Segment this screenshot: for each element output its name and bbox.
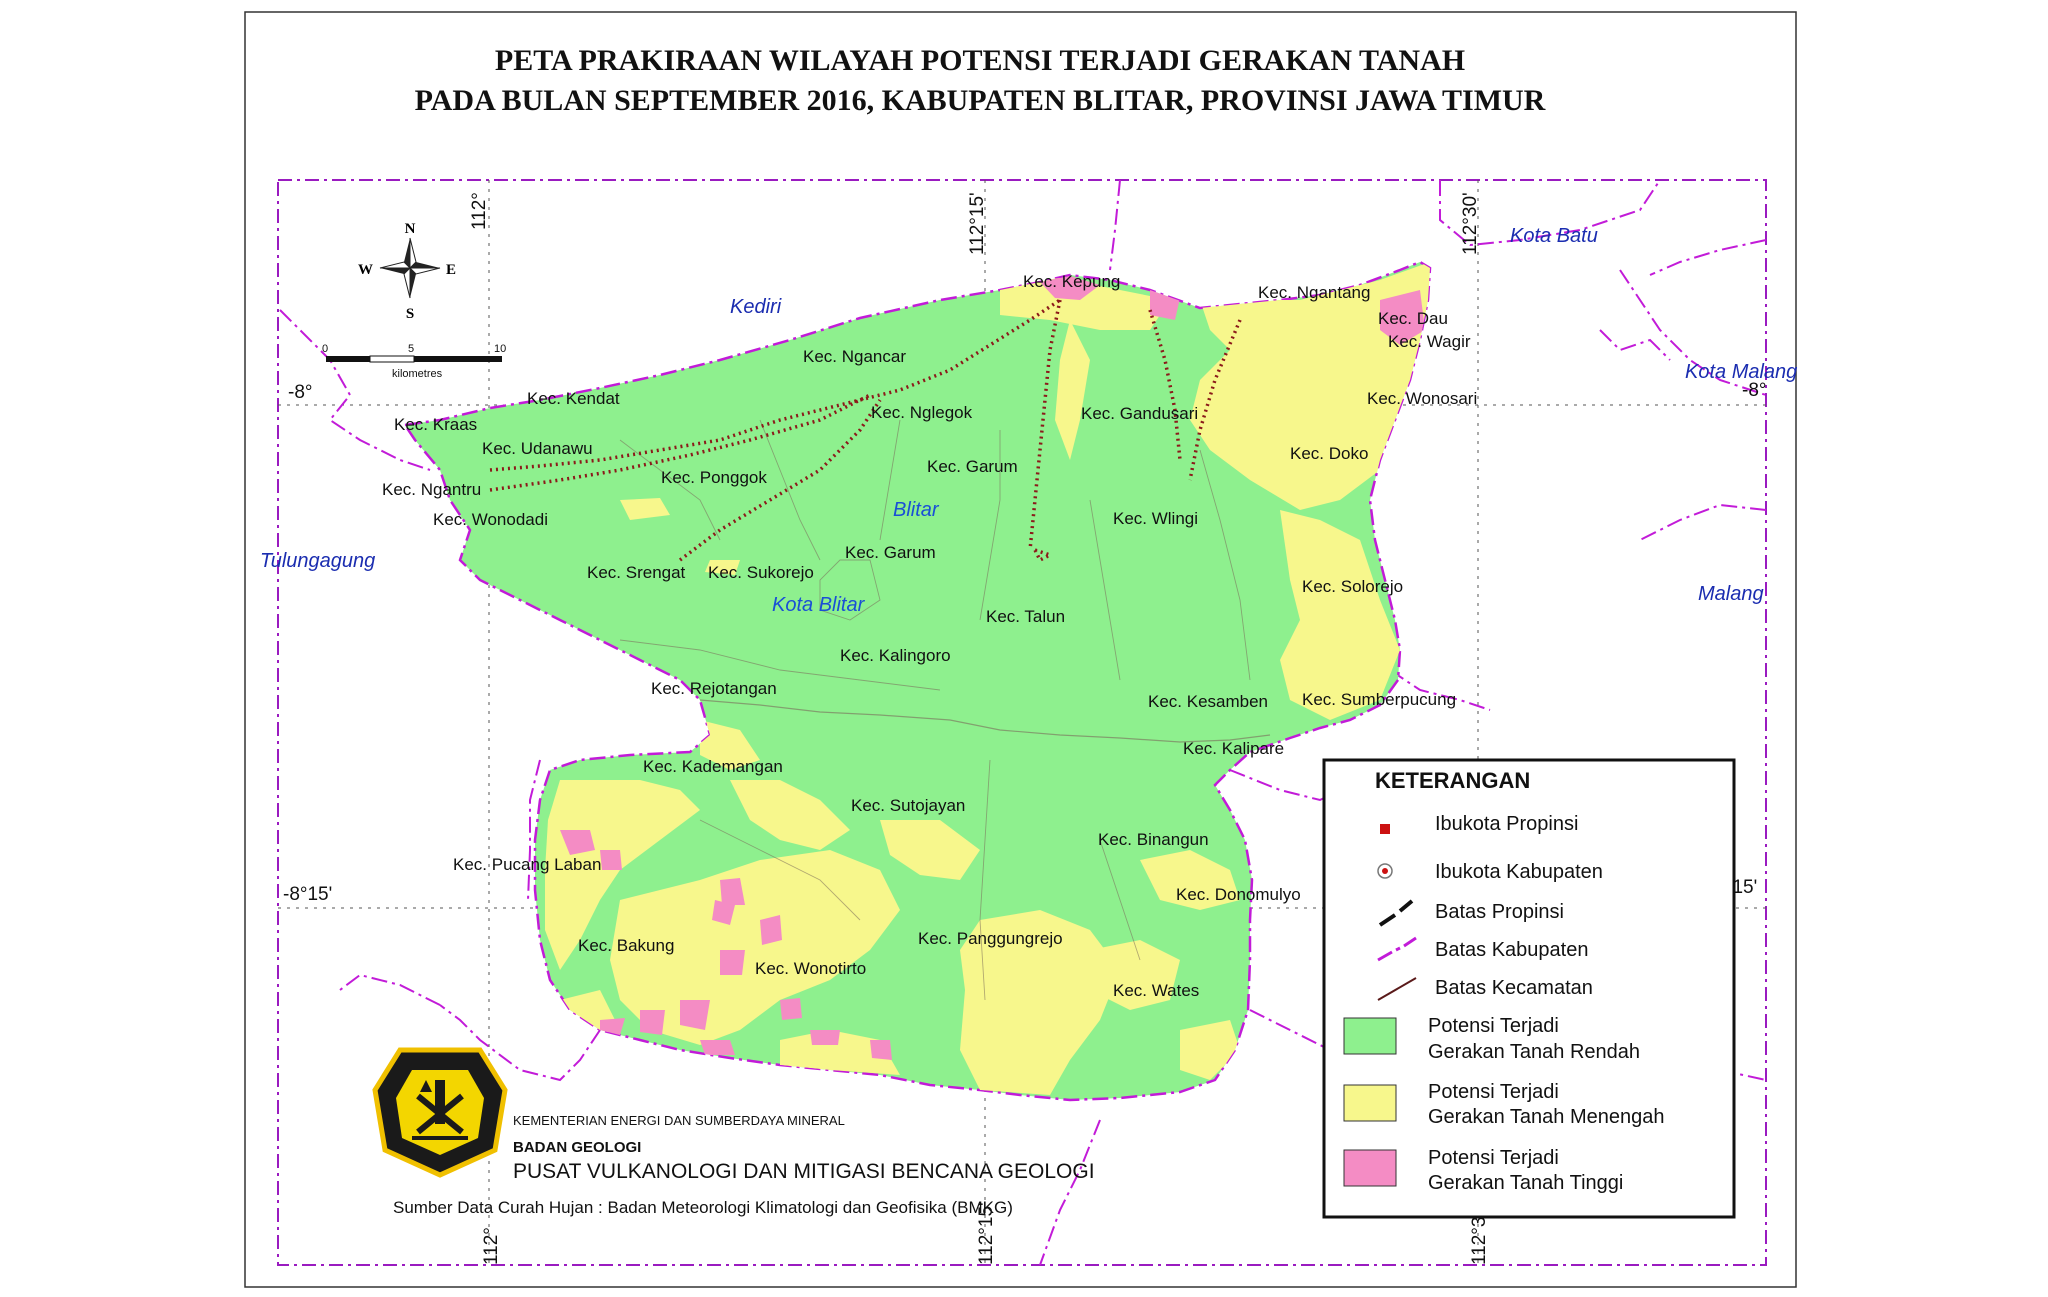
coord-label-lon-112-top: 112° [469, 192, 490, 230]
legend-zone-label: Gerakan Tanah Menengah [1428, 1106, 1664, 1128]
kabupaten-boundary-south [699, 699, 1271, 743]
district-label: Kec. Talun [986, 607, 1065, 626]
esdm-logo [372, 1047, 508, 1178]
district-label: Kec. Garum [845, 543, 936, 562]
district-label: Kec. Panggungrejo [918, 929, 1063, 948]
svg-text:0: 0 [322, 343, 328, 355]
region-label-kota-blitar: Kota Blitar [772, 594, 866, 616]
regency-boundary-icon [1377, 936, 1417, 962]
roads [489, 298, 1242, 563]
district-label: Kec. Wonosari [1367, 389, 1477, 408]
region-label-kediri: Kediri [730, 296, 782, 318]
legend-zone-label: Potensi Terjadi [1428, 1015, 1559, 1037]
district-label: Kec. Ngantru [382, 480, 481, 499]
coord-label-lat-8-right: -8° [1742, 380, 1767, 401]
district-label: Kec. Gandusari [1081, 404, 1198, 423]
map-title-line1: PETA PRAKIRAAN WILAYAH POTENSI TERJADI G… [495, 44, 1465, 77]
district-label: Kec. Nglegok [871, 403, 973, 422]
data-source: Sumber Data Curah Hujan : Badan Meteorol… [393, 1198, 1013, 1217]
legend-item-label: Batas Propinsi [1435, 901, 1564, 923]
medium-zone-swatch [1343, 1084, 1397, 1122]
high-zone-swatch [1343, 1149, 1397, 1187]
district-boundary-icon [1377, 977, 1417, 1001]
north-arrow: N S E W [358, 221, 456, 322]
district-label: Kec. Sumberpucung [1302, 690, 1456, 709]
scale-bar: 0 5 10 kilometres [322, 343, 506, 380]
district-label: Kec. Kalipare [1183, 739, 1284, 758]
district-label: Kec. Kraas [394, 415, 477, 434]
high-zone-patches [560, 276, 1425, 1060]
district-label: Kec. Wlingi [1113, 509, 1198, 528]
svg-text:5: 5 [408, 343, 414, 355]
legend-item-label: Ibukota Kabupaten [1435, 861, 1603, 883]
medium-zone-patches [545, 262, 1430, 1095]
coord-label-lat-8-15-left: -8°15' [283, 884, 332, 905]
legend-title: KETERANGAN [1375, 768, 1530, 793]
district-label: Kec. Doko [1290, 444, 1368, 463]
district-label: Kec. Kademangan [643, 757, 783, 776]
district-label: Kec. Udanawu [482, 439, 593, 458]
district-label: Kec. Ponggok [661, 468, 767, 487]
district-label: Kec. Bakung [578, 936, 674, 955]
district-label: Kec. Sutojayan [851, 796, 965, 815]
legend-item-label: Batas Kecamatan [1435, 977, 1593, 999]
legend-item-label: Ibukota Propinsi [1435, 813, 1578, 835]
region-label-kota-malang: Kota Malang [1685, 361, 1797, 383]
region-label-blitar: Blitar [893, 499, 940, 521]
district-label: Kec. Solorejo [1302, 577, 1403, 596]
province-boundary-icon [1378, 899, 1414, 927]
svg-text:kilometres: kilometres [392, 368, 443, 380]
district-label: Kec. Sukorejo [708, 563, 814, 582]
outer-frame [244, 11, 1797, 1288]
district-label: Kec. Srengat [587, 563, 686, 582]
region-label-malang: Malang [1698, 583, 1764, 605]
low-zone-swatch [1343, 1017, 1397, 1055]
district-label: Kec. Ngancar [803, 347, 906, 366]
center-name: PUSAT VULKANOLOGI DAN MITIGASI BENCANA G… [513, 1160, 1095, 1183]
coord-label-lon-112-bottom: 112° [481, 1227, 502, 1265]
district-label: Kec. Binangun [1098, 830, 1209, 849]
district-labels: Kec. Kepung Kec. Ngantang Kec. Dau Kec. … [382, 272, 1477, 1000]
district-label: Kec. Kepung [1023, 272, 1120, 291]
legend-zone-label: Potensi Terjadi [1428, 1147, 1559, 1169]
svg-text:W: W [358, 262, 373, 278]
district-label: Kec. Ngantang [1258, 283, 1370, 302]
svg-text:N: N [405, 221, 416, 237]
district-label: Kec. Kalingoro [840, 646, 951, 665]
region-label-tulungagung: Tulungagung [260, 550, 375, 572]
district-label: Kec. Kendat [527, 389, 620, 408]
district-label: Kec. Wonodadi [433, 510, 548, 529]
ministry-name: KEMENTERIAN ENERGI DAN SUMBERDAYA MINERA… [513, 1113, 845, 1128]
district-label: Kec. Pucang Laban [453, 855, 601, 874]
kecamatan-boundaries [619, 419, 1251, 1001]
coord-label-lon-112-15-top: 112°15' [967, 192, 988, 255]
map-title-line2: PADA BULAN SEPTEMBER 2016, KABUPATEN BLI… [415, 84, 1546, 117]
agency-name: BADAN GEOLOGI [513, 1139, 641, 1156]
legend-zone-label: Gerakan Tanah Tinggi [1428, 1172, 1623, 1194]
coord-label-lat-8-left: -8° [288, 382, 313, 403]
svg-text:10: 10 [494, 343, 506, 355]
provincial-capital-icon [1380, 824, 1390, 834]
district-label: Kec. Wates [1113, 981, 1199, 1000]
region-label-kota-batu: Kota Batu [1510, 225, 1598, 247]
svg-text:S: S [406, 306, 414, 322]
district-label: Kec. Donomulyo [1176, 885, 1301, 904]
coord-label-lon-112-30-top: 112°30' [1460, 192, 1481, 255]
district-label: Kec. Garum [927, 457, 1018, 476]
district-label: Kec. Dau [1378, 309, 1448, 328]
legend: KETERANGAN Ibukota Propinsi Ibukota Kabu… [1322, 758, 1736, 1219]
district-label: Kec. Wagir [1388, 332, 1471, 351]
district-label: Kec. Wonotirto [755, 959, 866, 978]
legend-item-label: Batas Kabupaten [1435, 939, 1588, 961]
coord-label-lon-112-15-bottom: 112°15' [976, 1202, 997, 1265]
legend-zone-label: Potensi Terjadi [1428, 1081, 1559, 1103]
district-label: Kec. Rejotangan [651, 679, 777, 698]
legend-zone-label: Gerakan Tanah Rendah [1428, 1041, 1640, 1063]
svg-text:E: E [446, 262, 456, 278]
district-label: Kec. Kesamben [1148, 692, 1268, 711]
